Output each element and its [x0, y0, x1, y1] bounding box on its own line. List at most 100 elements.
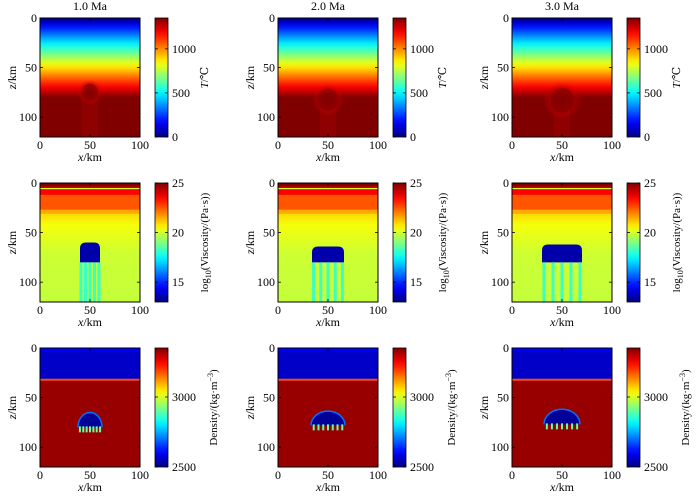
colorbar-label: log10(Viscosity/(Pa·s))	[199, 192, 213, 292]
z-tick-label: 0	[503, 176, 509, 190]
z-tick-label: 50	[25, 61, 37, 75]
density-moho	[512, 378, 612, 381]
z-tick-label: 0	[269, 11, 275, 25]
x-tick-label: 0	[275, 468, 281, 482]
plume-rim	[77, 411, 103, 428]
x-axis-label: x/km	[549, 480, 575, 494]
colorbar-tick-label: 3000	[172, 390, 196, 404]
x-axis-label: x/km	[77, 315, 103, 329]
viscosity-layer	[512, 194, 612, 210]
plume-core	[318, 88, 338, 111]
viscosity-layer	[40, 187, 140, 195]
z-axis-label: z/km	[5, 395, 19, 420]
colorbar-viscosity: 15 20 25 log10(Viscosity/(Pa·s))	[392, 176, 451, 303]
colorbar-gradient	[155, 348, 168, 467]
viscosity-layer	[278, 209, 378, 214]
plume-tail	[84, 262, 87, 302]
z-tick-label: 50	[263, 61, 275, 75]
colorbar-tick-label: 2500	[410, 460, 434, 474]
plume-drip	[312, 424, 315, 431]
colorbar-tick-label: 15	[644, 275, 656, 289]
z-tick-label: 0	[31, 176, 37, 190]
plume-drip	[571, 423, 574, 430]
density-crust	[278, 348, 378, 380]
colorbar-frame	[626, 347, 641, 468]
z-tick-label: 100	[491, 110, 509, 124]
colorbar-frame	[154, 182, 169, 303]
x-tick-label: 0	[275, 303, 281, 317]
colorbar-tick-label: 20	[644, 226, 656, 240]
plume-tail	[560, 262, 564, 302]
plume-drip	[82, 426, 85, 433]
z-axis-label: z/km	[477, 65, 491, 90]
plume-body	[80, 242, 100, 263]
panel-image	[278, 18, 378, 137]
x-tick-label: 0	[37, 303, 43, 317]
viscosity-layer	[278, 194, 378, 210]
plume-drip	[78, 426, 81, 433]
colorbar-label: T/℃	[671, 67, 683, 89]
colorbar-tick-label: 1000	[644, 42, 668, 56]
colorbar-gradient	[393, 183, 406, 302]
plume-tail	[88, 262, 92, 302]
x-axis-label: x/km	[315, 150, 341, 164]
x-tick-label: 0	[509, 468, 515, 482]
plume-tail	[97, 262, 101, 302]
plume-tail	[312, 262, 316, 302]
z-tick-label: 100	[19, 275, 37, 289]
column-title: 2.0 Ma	[311, 0, 346, 13]
viscosity-interface	[512, 187, 612, 190]
density-moho	[40, 378, 140, 381]
colorbar-tick-label: 1000	[172, 42, 196, 56]
viscosity-layer	[512, 187, 612, 195]
panel-image	[278, 183, 378, 302]
colorbar-frame	[626, 17, 641, 138]
plume-drip	[95, 426, 98, 433]
z-tick-label: 100	[491, 440, 509, 454]
colorbar-frame	[154, 347, 169, 468]
z-tick-label: 100	[19, 440, 37, 454]
x-tick-label: 100	[603, 303, 621, 317]
x-axis-label: x/km	[77, 150, 103, 164]
panel-image	[512, 18, 612, 137]
plume-tail	[333, 262, 337, 302]
z-tick-label: 50	[25, 391, 37, 405]
z-tick-label: 50	[497, 226, 509, 240]
x-tick-label: 100	[131, 138, 149, 152]
z-tick-label: 100	[257, 440, 275, 454]
z-tick-label: 50	[263, 391, 275, 405]
colorbar-label: T/℃	[437, 67, 449, 89]
z-tick-label: 50	[497, 391, 509, 405]
plume-tail	[340, 262, 344, 302]
colorbar-tick-label: 3000	[410, 390, 434, 404]
plume-drip	[327, 424, 329, 431]
plume-drip	[317, 424, 320, 431]
plume-tail	[79, 262, 83, 302]
colorbar-tick-label: 20	[410, 226, 422, 240]
viscosity-layer	[278, 187, 378, 195]
x-tick-label: 100	[131, 468, 149, 482]
colorbar-tick-label: 0	[410, 130, 416, 144]
viscosity-layer	[40, 209, 140, 214]
plume-drip	[85, 426, 88, 433]
colorbar-label: Density/(kg·m−3)	[206, 369, 220, 446]
colorbar-gradient	[155, 183, 168, 302]
x-tick-label: 0	[509, 138, 515, 152]
z-tick-label: 0	[31, 11, 37, 25]
x-tick-label: 50	[84, 303, 96, 317]
x-axis-label: x/km	[549, 150, 575, 164]
colorbar-tick-label: 500	[410, 86, 428, 100]
colorbar-density: 2500 3000 Density/(kg·m−3)	[154, 347, 220, 474]
colorbar-tick-label: 2500	[644, 460, 668, 474]
plume-tail	[319, 262, 323, 302]
z-axis-label: z/km	[243, 65, 257, 90]
x-tick-label: 0	[37, 468, 43, 482]
